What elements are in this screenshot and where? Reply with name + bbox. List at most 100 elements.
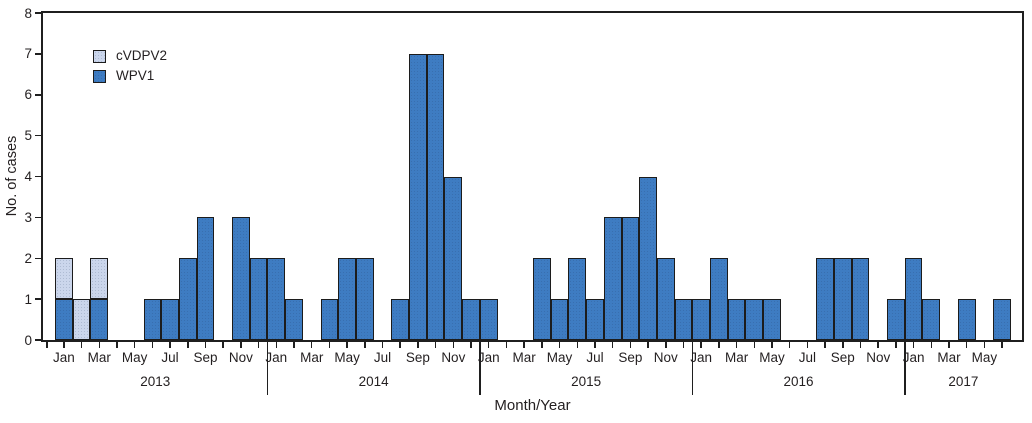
bar-wpv1-m43 [816,258,834,340]
x-tick-label-month: Nov [228,350,253,365]
x-tick-label-month: Jan [265,350,288,365]
bar-wpv1-m22 [444,176,463,340]
x-tick-month [842,342,844,348]
x-tick-label-month: May [759,350,785,365]
chart-legend: cVDPV2 WPV1 [93,46,167,86]
cvdpv2-swatch-icon [93,49,106,63]
x-tick-month [381,342,384,348]
bar-wpv1-m12 [267,258,286,340]
x-tick-month [700,342,702,348]
x-tick-label-month: Jul [798,350,817,365]
x-tick-label-month: Mar [512,350,536,365]
x-tick-month [912,342,915,348]
bar-cvdpv2-m0 [55,258,73,300]
x-tick-label-month: Sep [618,350,643,365]
x-tick-label-month: Jan [477,350,500,365]
x-tick-label-month: Sep [830,350,855,365]
x-tick-month [470,342,472,348]
bar-cvdpv2-m2 [90,258,109,300]
legend-item-wpv1: WPV1 [93,66,167,86]
bar-wpv1-m51 [957,299,976,340]
x-tick-label-month: Mar [937,350,961,365]
x-tick-month [753,342,756,348]
bar-wpv1-m39 [745,299,764,340]
x-tick-label-month: Jan [52,350,75,365]
x-tick-month [877,342,879,348]
x-tick-month [895,342,897,348]
year-divider [904,341,906,395]
bar-wpv1-m21 [426,53,445,340]
year-label-2014: 2014 [358,374,389,389]
x-tick-month [859,342,862,348]
x-tick-label-month: Jul [586,350,604,365]
year-label-2015: 2015 [571,374,602,389]
bar-wpv1-m37 [710,258,728,340]
bar-wpv1-m17 [355,258,374,340]
year-divider [479,341,481,395]
bar-wpv1-m24 [479,299,498,340]
x-tick-month [222,342,224,348]
year-label-2016: 2016 [783,374,814,389]
x-tick-label-month: Mar [87,350,111,365]
x-tick-label-month: Jan [690,350,713,365]
x-tick-month [346,342,348,348]
bar-wpv1-m45 [851,258,870,340]
bar-wpv1-m40 [763,299,781,340]
bar-wpv1-m15 [320,299,339,340]
bar-wpv1-m2 [90,299,109,340]
x-tick-month [665,342,667,348]
x-tick-month [80,342,83,348]
bar-wpv1-m11 [249,258,268,340]
x-tick-month [187,342,189,348]
bar-wpv1-m16 [338,258,356,340]
x-tick-month [735,342,738,348]
x-tick-month [98,342,100,348]
x-tick-label-month: May [121,350,148,365]
legend-label-wpv1: WPV1 [116,68,155,83]
bar-wpv1-m5 [143,299,162,340]
x-tick-label-month: May [334,350,360,365]
y-tick-label: 7 [24,46,32,62]
x-tick-month [948,342,950,348]
bar-wpv1-m34 [656,258,675,340]
bar-wpv1-m27 [533,258,551,340]
x-tick-label-month: Nov [441,350,466,365]
x-tick-month [63,342,65,348]
bar-wpv1-m48 [904,258,923,340]
bar-wpv1-m35 [674,299,693,340]
bar-wpv1-m19 [391,299,410,340]
x-tick-label-month: Mar [300,350,324,365]
y-tick-label: 8 [24,5,32,21]
bar-wpv1-m30 [586,299,604,340]
x-tick-origin [46,342,48,348]
year-divider [266,341,269,395]
bars-container [43,13,1022,340]
x-tick-month [824,342,826,348]
year-divider [691,341,694,395]
bar-wpv1-m28 [550,299,569,340]
x-tick-label-month: Sep [193,350,218,365]
bar-wpv1-m36 [692,299,711,340]
x-tick-month [399,342,401,348]
bar-wpv1-m7 [178,258,197,340]
x-tick-month [364,342,366,348]
bar-wpv1-m29 [568,258,587,340]
year-label-2017: 2017 [948,374,979,389]
x-tick-month [629,342,632,348]
legend-label-cvdpv2: cVDPV2 [116,48,168,63]
x-tick-label-month: Jan [902,350,925,365]
bar-wpv1-m32 [621,217,640,340]
plot-area [41,11,1024,342]
x-tick-month [452,342,455,348]
bar-wpv1-m47 [887,299,905,340]
x-tick-month [257,342,260,348]
x-tick-label-month: Sep [405,350,430,365]
bar-wpv1-m10 [232,217,250,340]
x-tick-label-month: May [971,350,998,365]
bar-wpv1-m33 [639,176,657,340]
x-tick-month [558,342,561,348]
y-tick-label: 2 [24,250,32,266]
bar-wpv1-m44 [833,258,852,340]
x-tick-label-month: Mar [724,350,749,365]
